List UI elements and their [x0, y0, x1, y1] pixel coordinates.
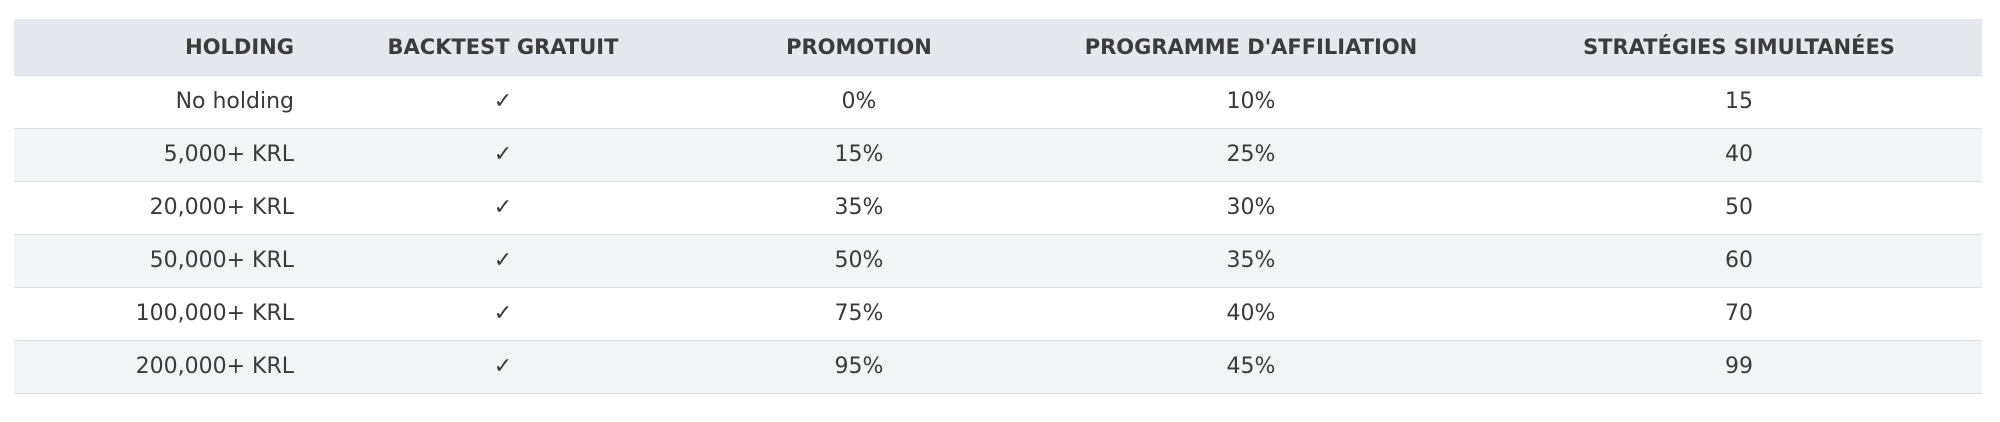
cell-affiliation: 25%	[1226, 142, 1276, 167]
cell-holding: No holding	[175, 89, 294, 114]
cell-affiliation: 35%	[1226, 248, 1276, 273]
table-row: 5,000+ KRL ✓ 15% 25% 40	[14, 128, 1982, 181]
cell-promotion: 15%	[834, 142, 884, 167]
cell-strategies: 60	[1725, 248, 1753, 273]
cell-holding: 50,000+ KRL	[149, 248, 294, 273]
table-body: No holding ✓ 0% 10% 15 5,000+ KRL ✓ 15% …	[14, 75, 1982, 393]
header-affiliation: PROGRAMME D'AFFILIATION	[1084, 34, 1418, 59]
cell-strategies: 50	[1725, 195, 1753, 220]
table-row: 50,000+ KRL ✓ 50% 35% 60	[14, 234, 1982, 287]
cell-promotion: 50%	[834, 248, 884, 273]
check-icon: ✓	[493, 195, 513, 220]
header-promotion: PROMOTION	[786, 34, 932, 59]
holding-tiers-table: HOLDING BACKTEST GRATUIT PROMOTION PROGR…	[14, 19, 1982, 394]
cell-strategies: 15	[1725, 89, 1753, 114]
table-row: 200,000+ KRL ✓ 95% 45% 99	[14, 340, 1982, 393]
cell-affiliation: 10%	[1226, 89, 1276, 114]
cell-promotion: 35%	[834, 195, 884, 220]
table-row: No holding ✓ 0% 10% 15	[14, 75, 1982, 128]
header-holding: HOLDING	[185, 34, 294, 59]
cell-holding: 20,000+ KRL	[149, 195, 294, 220]
table-header-row: HOLDING BACKTEST GRATUIT PROMOTION PROGR…	[14, 19, 1982, 75]
cell-affiliation: 40%	[1226, 301, 1276, 326]
cell-holding: 100,000+ KRL	[135, 301, 294, 326]
cell-affiliation: 30%	[1226, 195, 1276, 220]
check-icon: ✓	[493, 248, 513, 273]
cell-promotion: 75%	[834, 301, 884, 326]
cell-promotion: 95%	[834, 354, 884, 379]
check-icon: ✓	[493, 301, 513, 326]
cell-strategies: 70	[1725, 301, 1753, 326]
table-row: 100,000+ KRL ✓ 75% 40% 70	[14, 287, 1982, 340]
check-icon: ✓	[493, 142, 513, 167]
header-backtest: BACKTEST GRATUIT	[387, 34, 619, 59]
cell-promotion: 0%	[841, 89, 877, 114]
cell-strategies: 99	[1725, 354, 1753, 379]
table-header: HOLDING BACKTEST GRATUIT PROMOTION PROGR…	[14, 19, 1982, 75]
check-icon: ✓	[493, 89, 513, 114]
header-strategies: STRATÉGIES SIMULTANÉES	[1583, 34, 1895, 59]
cell-strategies: 40	[1725, 142, 1753, 167]
holding-tiers-table-container: HOLDING BACKTEST GRATUIT PROMOTION PROGR…	[14, 19, 1982, 394]
cell-affiliation: 45%	[1226, 354, 1276, 379]
cell-holding: 5,000+ KRL	[163, 142, 294, 167]
check-icon: ✓	[493, 354, 513, 379]
cell-holding: 200,000+ KRL	[135, 354, 294, 379]
table-row: 20,000+ KRL ✓ 35% 30% 50	[14, 181, 1982, 234]
